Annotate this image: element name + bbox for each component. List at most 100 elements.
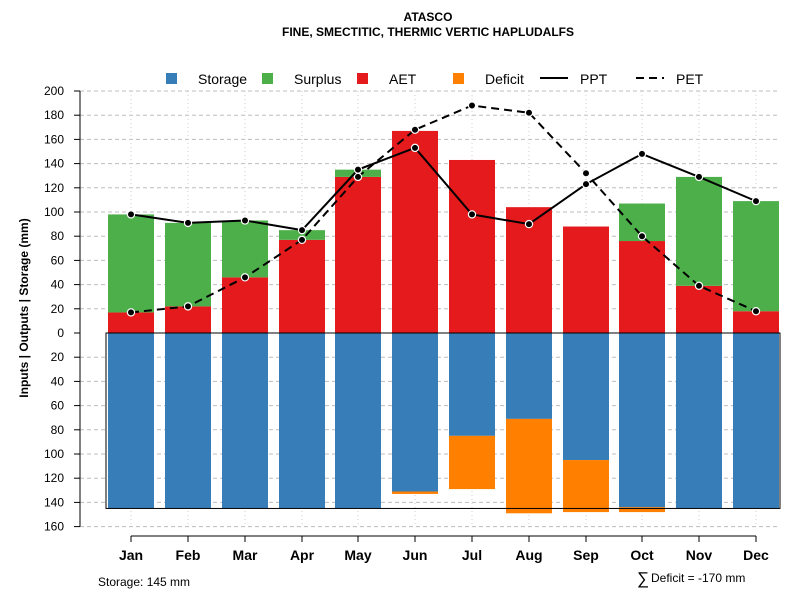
pet-point bbox=[581, 169, 591, 178]
x-tick-label: Nov bbox=[686, 547, 713, 563]
y-tick-label: 20 bbox=[51, 350, 65, 364]
pet-point bbox=[297, 235, 307, 245]
surplus-bar bbox=[733, 201, 779, 312]
storage-bar bbox=[222, 333, 268, 509]
sum-icon: ∑ bbox=[637, 569, 649, 588]
ppt-point bbox=[183, 218, 193, 228]
legend-swatch-storage bbox=[166, 73, 177, 84]
ppt-point bbox=[297, 225, 307, 235]
y-tick-label: 120 bbox=[44, 181, 64, 195]
storage-bar bbox=[392, 333, 438, 492]
ppt-point bbox=[240, 216, 250, 225]
storage-bar bbox=[165, 333, 211, 509]
storage-bar bbox=[335, 333, 381, 509]
x-tick-label: Jun bbox=[403, 547, 428, 563]
surplus-bar bbox=[108, 214, 154, 313]
pet-point bbox=[126, 308, 136, 317]
y-tick-label: 180 bbox=[44, 108, 64, 122]
x-tick-label: Sep bbox=[573, 547, 599, 563]
pet-point bbox=[524, 108, 534, 117]
storage-bar bbox=[506, 333, 552, 419]
pet-point bbox=[183, 302, 193, 311]
y-tick-label: 80 bbox=[51, 423, 65, 437]
chart-title: ATASCO bbox=[404, 10, 453, 24]
surplus-bar bbox=[676, 176, 722, 286]
series-lines bbox=[126, 101, 761, 317]
legend-label-aet: AET bbox=[389, 71, 417, 87]
y-axis: 2001801601401201008060402002040608010012… bbox=[44, 84, 81, 534]
legend-swatch-deficit bbox=[453, 73, 464, 84]
storage-bar bbox=[619, 333, 665, 508]
deficit-bar bbox=[392, 491, 438, 494]
ppt-line bbox=[130, 146, 757, 232]
aet-bar bbox=[392, 130, 438, 333]
pet-line bbox=[130, 104, 757, 314]
x-tick-label: Jan bbox=[119, 547, 143, 563]
y-tick-label: 60 bbox=[51, 399, 65, 413]
legend-swatch-surplus bbox=[262, 73, 273, 84]
pet-point bbox=[410, 125, 420, 134]
surplus-bar bbox=[222, 220, 268, 278]
storage-bar bbox=[676, 333, 722, 509]
storage-footer: Storage: 145 mm bbox=[98, 575, 190, 589]
ppt-point bbox=[524, 219, 534, 229]
pet-point bbox=[353, 172, 363, 182]
ppt-point bbox=[410, 143, 420, 153]
aet-bar bbox=[222, 277, 268, 333]
ppt-point bbox=[637, 149, 647, 159]
pet-point bbox=[240, 273, 250, 282]
legend-label-surplus: Surplus bbox=[294, 71, 341, 87]
pet-point bbox=[694, 281, 704, 291]
x-tick-label: Dec bbox=[743, 547, 769, 563]
storage-bar bbox=[279, 333, 325, 509]
x-tick-label: Feb bbox=[176, 547, 201, 563]
ppt-point bbox=[581, 179, 591, 189]
aet-bar bbox=[449, 159, 495, 333]
legend-label-deficit: Deficit bbox=[485, 71, 524, 87]
aet-bar bbox=[335, 176, 381, 333]
deficit-bar bbox=[506, 418, 552, 514]
legend-label-pet: PET bbox=[676, 71, 704, 87]
aet-bar bbox=[279, 239, 325, 333]
aet-bar bbox=[733, 311, 779, 333]
deficit-bar bbox=[619, 507, 665, 513]
legend-swatch-aet bbox=[357, 73, 368, 84]
aet-bar bbox=[108, 312, 154, 333]
x-tick-label: Oct bbox=[630, 547, 654, 563]
storage-bar bbox=[449, 333, 495, 436]
deficit-footer: Deficit = -170 mm bbox=[651, 571, 745, 585]
surplus-bar bbox=[279, 230, 325, 240]
ppt-point bbox=[126, 210, 136, 219]
y-tick-label: 20 bbox=[51, 302, 65, 316]
aet-bar bbox=[563, 226, 609, 333]
aet-bar bbox=[676, 285, 722, 333]
x-axis: Jan Feb Mar Apr May Jun Jul Aug Sep Oct Nov Dec bbox=[119, 535, 769, 563]
x-tick-label: May bbox=[344, 547, 371, 563]
y-tick-label: 140 bbox=[44, 495, 64, 509]
y-tick-label: 160 bbox=[44, 520, 64, 534]
y-tick-label: 100 bbox=[44, 205, 64, 219]
y-tick-label: 120 bbox=[44, 471, 64, 485]
storage-bar bbox=[733, 333, 779, 509]
pet-point bbox=[751, 307, 761, 316]
x-tick-label: Jul bbox=[462, 547, 482, 563]
storage-bar bbox=[563, 333, 609, 461]
y-tick-label: 200 bbox=[44, 84, 64, 98]
y-tick-label: 80 bbox=[51, 229, 65, 243]
x-tick-label: Aug bbox=[515, 547, 542, 563]
aet-bar bbox=[165, 306, 211, 333]
y-tick-label: 140 bbox=[44, 157, 64, 171]
legend-label-ppt: PPT bbox=[580, 71, 608, 87]
ppt-point bbox=[353, 165, 363, 174]
deficit-bar bbox=[449, 435, 495, 490]
deficit-bar bbox=[563, 460, 609, 513]
pet-point bbox=[467, 101, 477, 110]
x-tick-label: Mar bbox=[233, 547, 258, 563]
y-tick-label: 60 bbox=[51, 253, 65, 267]
ppt-point bbox=[751, 196, 761, 206]
y-tick-label: 0 bbox=[57, 326, 64, 340]
y-axis-label: Inputs | Outputs | Storage (mm) bbox=[17, 218, 31, 397]
ppt-point bbox=[694, 172, 704, 182]
ppt-point bbox=[467, 210, 477, 219]
